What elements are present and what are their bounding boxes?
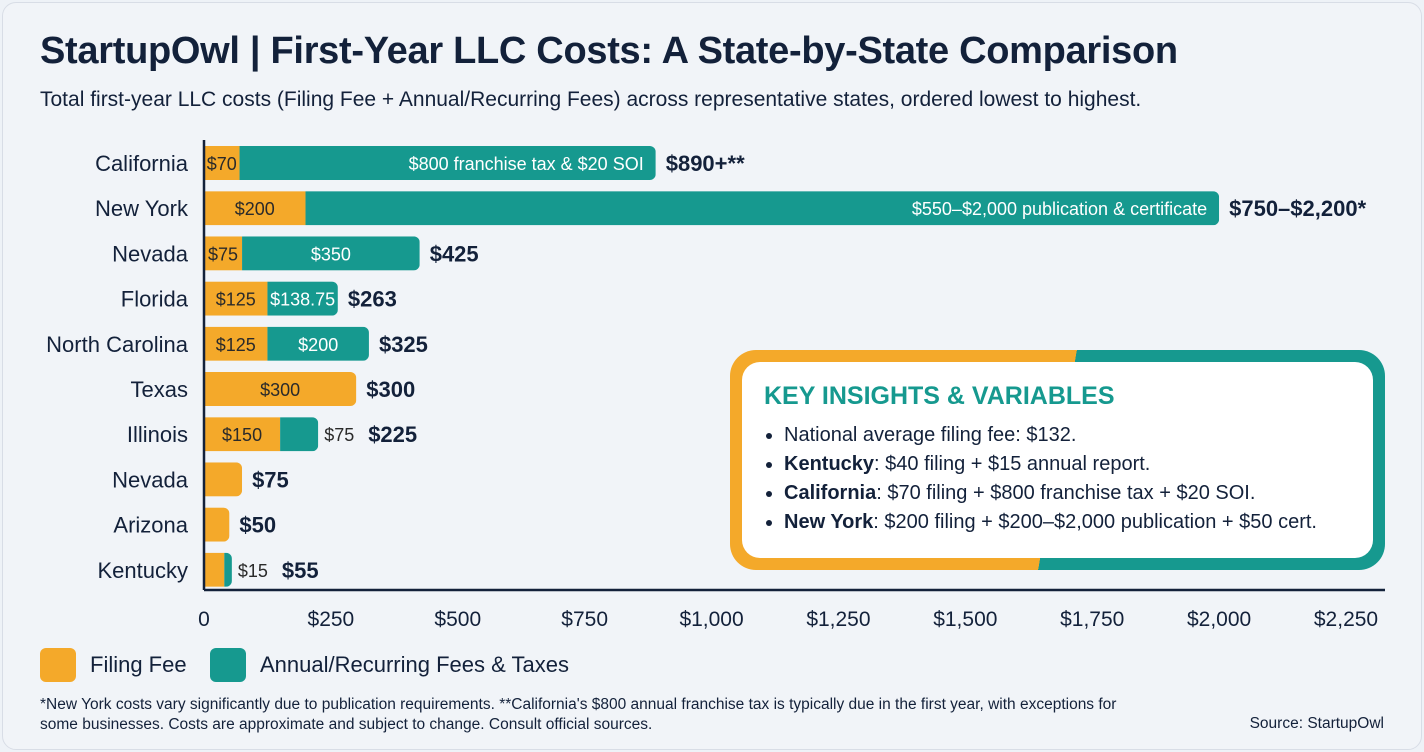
bar-filing-fee [204,281,268,316]
legend-filing: Filing Fee [40,648,187,682]
x-tick-label: $1,750 [1060,608,1124,631]
source-note: Source: StartupOwl [1249,715,1384,732]
x-tick-label: $250 [308,608,355,631]
filing-fee-label: $70 [207,154,237,174]
annual-fee-label: $550–$2,000 publication & certificate [912,199,1207,219]
bar-annual-fees [305,191,1220,226]
total-cost-label: $890+** [666,151,745,176]
legend-swatch-filing [40,648,76,682]
insight-item: California: $70 filing + $800 franchise … [784,479,1351,508]
insight-item: National average filing fee: $132. [784,421,1351,450]
filing-fee-label: $125 [216,290,256,310]
bar-filing-fee [204,372,357,406]
filing-fee-label: $300 [260,380,300,400]
total-cost-label: $425 [430,241,479,266]
category-label: Arizona [113,513,188,538]
chart-title: StartupOwl | First-Year LLC Costs: A Sta… [40,30,1178,72]
annual-fee-label: $800 franchise tax & $20 SOI [409,154,644,174]
total-cost-label: $750–$2,200* [1229,196,1366,221]
bar-filing-fee [204,236,243,271]
legend-annual: Annual/Recurring Fees & Taxes [210,648,569,682]
total-cost-label: $55 [282,558,319,583]
category-label: California [95,151,189,176]
bar-filing-fee [204,191,306,226]
total-cost-label: $50 [239,513,276,538]
bar-annual-fees [267,281,338,316]
x-tick-label: $750 [561,608,608,631]
total-cost-label: $263 [348,287,397,312]
x-tick-label: $1,500 [933,608,997,631]
category-label: Texas [131,377,188,402]
legend-label-filing: Filing Fee [90,652,187,677]
category-label: Illinois [127,422,188,447]
bar-filing-fee [204,462,243,497]
x-tick-label: $1,000 [679,608,743,631]
bar-annual-fees [224,552,232,587]
annual-fee-label: $138.75 [270,290,335,310]
filing-fee-label: $150 [222,425,262,445]
category-label: New York [95,196,189,221]
bar-filing-fee [204,417,281,452]
bar-annual-fees [280,417,319,452]
x-tick-label: $1,250 [806,608,870,631]
category-label: Florida [121,287,189,312]
bar-filing-fee [204,507,230,542]
legend-swatch-annual [210,648,246,682]
total-cost-label: $300 [366,377,415,402]
insight-item: Kentucky: $40 filing + $15 annual report… [784,450,1351,479]
legend-label-annual: Annual/Recurring Fees & Taxes [260,652,569,677]
x-tick-label: 0 [198,608,210,631]
filing-fee-label: $125 [216,335,256,355]
annual-fee-label: $350 [311,244,351,264]
x-tick-label: $2,250 [1314,608,1378,631]
annual-fee-label: $15 [238,561,268,581]
footnote: *New York costs vary significantly due t… [40,696,1117,733]
total-cost-label: $75 [252,467,289,492]
bar-filing-fee [204,552,225,587]
bar-annual-fees [242,236,420,271]
insights-heading: KEY INSIGHTS & VARIABLES [764,382,1115,410]
x-tick-label: $500 [434,608,481,631]
total-cost-label: $225 [368,422,417,447]
chart-subtitle: Total first-year LLC costs (Filing Fee +… [40,88,1142,111]
x-tick-label: $2,000 [1187,608,1251,631]
bar-filing-fee [204,146,240,180]
insights-list: National average filing fee: $132. Kentu… [764,421,1351,537]
insights-box: KEY INSIGHTS & VARIABLES National averag… [730,350,1385,570]
filing-fee-label: $75 [208,244,238,264]
category-label: North Carolina [46,332,189,357]
category-label: Nevada [112,241,189,266]
insight-item: New York: $200 filing + $200–$2,000 publ… [784,508,1351,537]
filing-fee-label: $200 [235,199,275,219]
bar-annual-fees [267,326,369,361]
total-cost-label: $325 [379,332,428,357]
category-label: Kentucky [98,558,189,583]
bar-filing-fee [204,326,268,361]
annual-fee-label: $75 [324,425,354,445]
annual-fee-label: $200 [298,335,338,355]
category-label: Nevada [112,467,189,492]
bar-annual-fees [239,146,656,180]
